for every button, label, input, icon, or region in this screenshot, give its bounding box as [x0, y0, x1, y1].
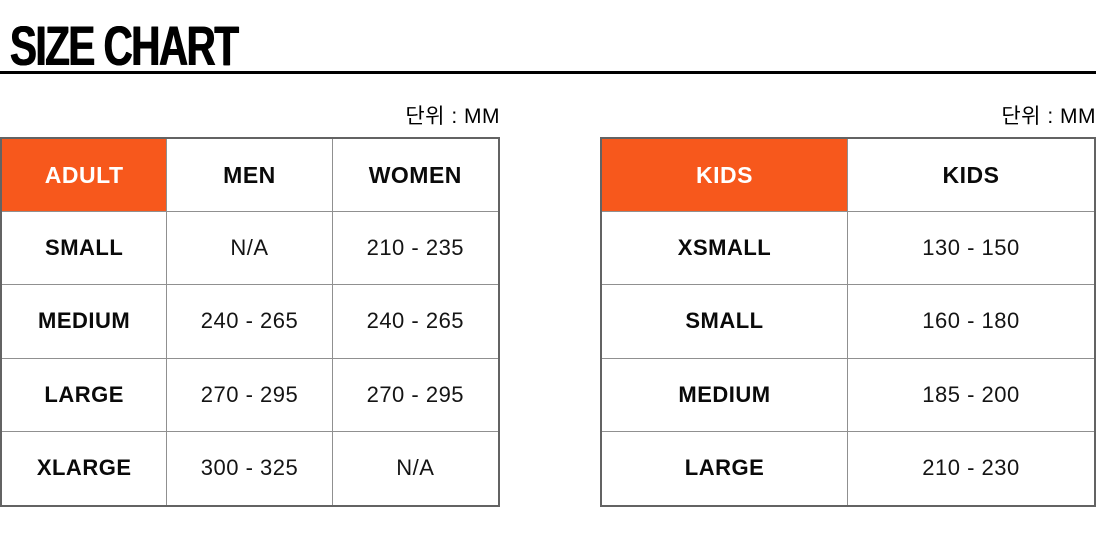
adult-row-medium-men: 240 - 265 — [167, 285, 333, 359]
adult-row-medium-women: 240 - 265 — [332, 285, 498, 359]
adult-row-medium-label: MEDIUM — [2, 285, 168, 359]
kids-row-small-label: SMALL — [602, 285, 848, 359]
kids-header-kids-values: KIDS — [848, 139, 1094, 213]
adult-header-men: MEN — [167, 139, 333, 213]
kids-row-xsmall-value: 130 - 150 — [848, 212, 1094, 286]
kids-size-table: KIDS KIDS XSMALL 130 - 150 SMALL 160 - 1… — [600, 137, 1096, 507]
adult-row-xlarge-label: XLARGE — [2, 431, 168, 505]
kids-row-xsmall-label: XSMALL — [602, 212, 848, 286]
adult-row-small-label: SMALL — [2, 212, 168, 286]
kids-row-large-label: LARGE — [602, 431, 848, 505]
unit-note-adult: 단위 : MM — [405, 105, 500, 128]
title-underline — [0, 71, 1096, 74]
kids-row-medium-value: 185 - 200 — [848, 359, 1094, 432]
adult-row-large-women: 270 - 295 — [332, 359, 498, 432]
adult-row-large-men: 270 - 295 — [167, 358, 333, 432]
page-title: SIZE CHART — [10, 14, 239, 77]
kids-row-small-value: 160 - 180 — [848, 285, 1094, 359]
adult-size-table: ADULT MEN WOMEN SMALL N/A 210 - 235 MEDI… — [0, 137, 500, 507]
adult-header-adult: ADULT — [2, 139, 168, 213]
unit-note-kids: 단위 : MM — [1001, 105, 1096, 128]
adult-row-large-label: LARGE — [2, 358, 168, 432]
kids-row-medium-label: MEDIUM — [602, 358, 848, 432]
adult-row-xlarge-men: 300 - 325 — [167, 431, 333, 505]
adult-row-small-men: N/A — [167, 212, 333, 286]
kids-row-large-value: 210 - 230 — [922, 455, 1020, 481]
adult-row-xlarge-women: N/A — [396, 455, 435, 481]
adult-header-women: WOMEN — [332, 139, 498, 213]
adult-row-small-women: 210 - 235 — [332, 212, 498, 286]
kids-header-kids-label: KIDS — [602, 139, 848, 213]
